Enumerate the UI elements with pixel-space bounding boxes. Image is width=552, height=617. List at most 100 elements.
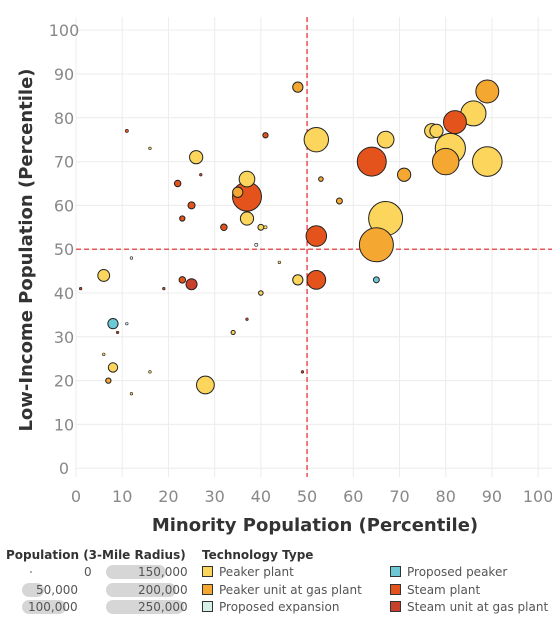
- data-point: [148, 370, 152, 374]
- data-point: [162, 287, 166, 291]
- x-ticks: 0 10 20 30 40 50 60 70 80 90 100: [71, 487, 552, 506]
- size-swatch: [106, 583, 176, 597]
- data-point: [173, 179, 182, 188]
- scatter-chart: 0 10 20 30 40 50 60 70 80 90 100 0 10 20 30 40 50 60 70 80…: [16, 17, 552, 536]
- data-point: [258, 290, 264, 296]
- size-legend-label: 200,000: [138, 583, 188, 597]
- y-tick-label: 30: [54, 328, 74, 347]
- data-point: [442, 110, 467, 135]
- data-point: [107, 318, 119, 330]
- y-tick-label: 100: [49, 21, 80, 40]
- data-point: [431, 147, 460, 176]
- size-legend-label: 250,000: [138, 600, 188, 614]
- data-point: [238, 170, 256, 188]
- y-tick-label: 0: [59, 459, 69, 478]
- legend-swatch: [202, 601, 213, 612]
- legend-label: Peaker unit at gas plant: [219, 583, 362, 597]
- legend-label: Proposed peaker: [407, 565, 508, 579]
- data-point: [129, 392, 134, 396]
- data-point: [292, 274, 304, 286]
- technology-type-legend: Technology Type Peaker plant Peaker unit …: [202, 548, 548, 616]
- legend-label: Steam unit at gas plant: [407, 600, 549, 614]
- size-legend-label: 50,000: [36, 583, 78, 597]
- y-tick-label: 10: [54, 415, 74, 434]
- x-tick-label: 30: [204, 487, 224, 506]
- data-point: [335, 197, 343, 205]
- data-point: [303, 126, 330, 153]
- reference-lines: [76, 17, 552, 477]
- y-ticks: 0 10 20 30 40 50 60 70 80 90 100: [49, 21, 80, 478]
- x-axis-label: Minority Population (Percentile): [152, 515, 478, 536]
- x-tick-label: 20: [158, 487, 178, 506]
- legend-swatch: [202, 584, 213, 595]
- legend-label: Steam plant: [407, 583, 481, 597]
- data-point: [189, 150, 204, 165]
- data-point: [257, 223, 265, 231]
- x-tick-label: 40: [251, 487, 271, 506]
- x-tick-label: 60: [343, 487, 363, 506]
- data-point: [196, 375, 215, 395]
- data-point: [262, 132, 269, 139]
- data-point: [185, 278, 198, 291]
- data-point: [230, 329, 236, 336]
- legend-swatch: [390, 584, 401, 595]
- y-tick-label: 60: [54, 196, 74, 215]
- data-point: [125, 322, 129, 326]
- data-point: [254, 242, 259, 247]
- type-legend-item: Proposed expansion: [202, 600, 339, 614]
- legend-swatch: [202, 566, 213, 577]
- size-swatch: [106, 565, 166, 579]
- y-tick-label: 20: [54, 372, 74, 391]
- data-point: [148, 146, 152, 151]
- data-points: [78, 79, 503, 396]
- data-point: [124, 128, 129, 133]
- y-tick-label: 40: [54, 284, 74, 303]
- y-tick-label: 70: [54, 153, 74, 172]
- type-legend-item: Steam unit at gas plant: [390, 600, 548, 614]
- y-tick-label: 50: [54, 240, 74, 259]
- data-point: [306, 269, 327, 290]
- data-point: [179, 215, 186, 222]
- legend-swatch: [390, 601, 401, 612]
- data-point: [245, 317, 249, 321]
- data-point: [129, 256, 134, 260]
- data-point: [396, 167, 412, 182]
- data-point: [232, 186, 244, 198]
- size-swatch: [30, 571, 32, 573]
- data-point: [220, 223, 228, 232]
- data-point: [356, 146, 387, 177]
- x-tick-label: 70: [389, 487, 409, 506]
- x-tick-label: 80: [436, 487, 456, 506]
- x-tick-label: 90: [482, 487, 502, 506]
- data-point: [97, 269, 111, 282]
- data-point: [178, 276, 187, 284]
- data-point: [376, 130, 395, 149]
- data-point: [107, 362, 119, 373]
- size-legend-title: Population (3-Mile Radius): [6, 548, 186, 562]
- legend-label: Proposed expansion: [219, 600, 340, 614]
- data-point: [277, 260, 281, 264]
- type-legend-item: Peaker unit at gas plant: [202, 583, 362, 597]
- data-point: [472, 146, 503, 177]
- data-point: [292, 81, 304, 93]
- data-point: [78, 286, 83, 291]
- y-axis-label: Low-Income Population (Percentile): [16, 68, 37, 431]
- type-legend-item: Proposed peaker: [390, 565, 507, 579]
- x-tick-label: 0: [71, 487, 81, 506]
- data-point: [263, 225, 268, 230]
- data-point: [305, 225, 328, 247]
- size-legend-label: 100,000: [28, 600, 78, 614]
- type-legend-title: Technology Type: [202, 548, 314, 562]
- size-legend: Population (3-Mile Radius) 0 50,000 100,…: [6, 548, 196, 616]
- type-legend-item: Peaker plant: [202, 565, 294, 579]
- data-point: [358, 227, 394, 263]
- data-point: [239, 211, 255, 226]
- data-point: [475, 79, 500, 104]
- size-legend-label: 150,000: [138, 565, 188, 579]
- size-swatch: [22, 600, 66, 614]
- legend-label: Peaker plant: [219, 565, 294, 579]
- x-tick-label: 10: [112, 487, 132, 506]
- size-legend-label: 0: [84, 565, 92, 579]
- y-tick-label: 90: [54, 65, 74, 84]
- x-tick-label: 50: [297, 487, 317, 506]
